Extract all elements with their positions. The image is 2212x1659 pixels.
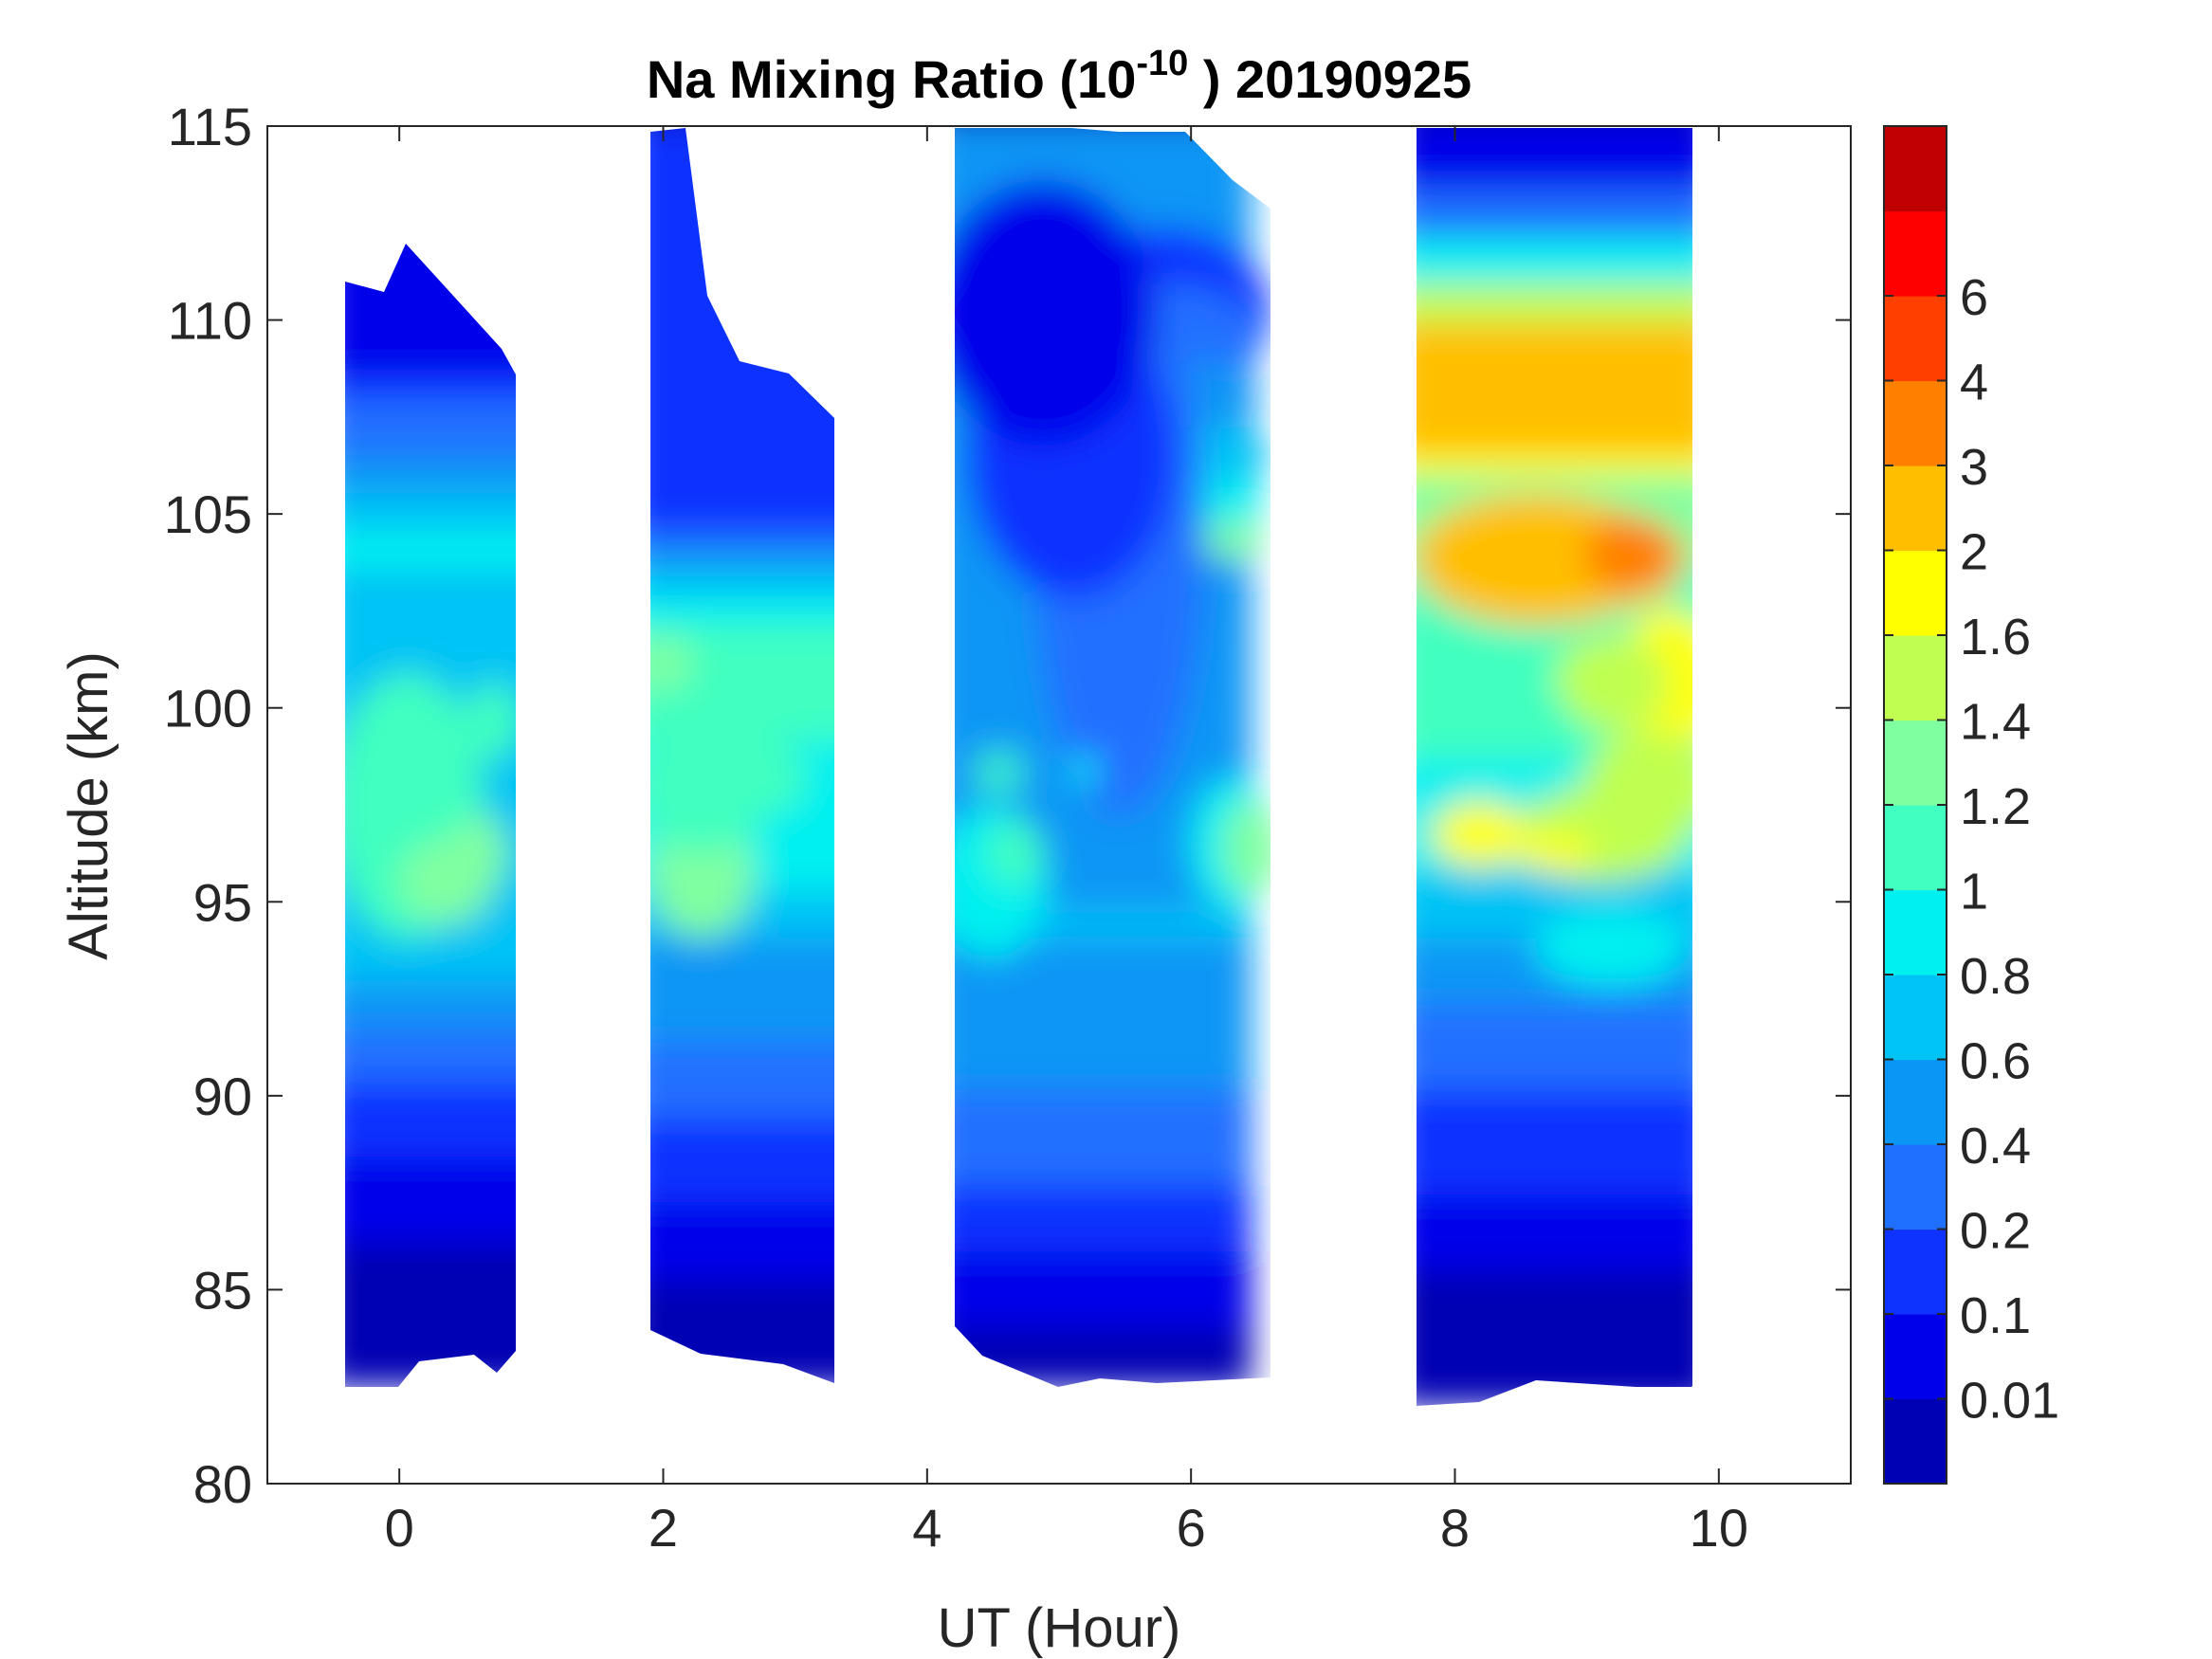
x-axis-label: UT (Hour): [938, 1597, 1181, 1659]
colorbar-tick-label: 0.1: [1960, 1287, 2031, 1344]
colorbar-tick-label: 2: [1960, 524, 1988, 581]
data-segment-1: [322, 0, 645, 1387]
colorbar-tick-label: 1.6: [1960, 609, 2031, 665]
colorbar-tick-label: 1.4: [1960, 694, 2031, 751]
colorbar-tick-label: 0.01: [1960, 1373, 2059, 1430]
contour-blob: [711, 739, 806, 815]
segment-field: [322, 0, 645, 1387]
contour-band: [345, 244, 516, 374]
x-tick-label: 4: [912, 1498, 941, 1558]
colorbar-swatch: [1884, 1144, 1947, 1231]
colorbar-swatch: [1884, 1314, 1947, 1400]
contour-blob: [650, 635, 692, 692]
colorbar-swatch: [1884, 126, 1947, 212]
x-tick-label: 2: [649, 1498, 678, 1558]
y-tick-label: 115: [168, 97, 252, 156]
contour-blob: [1555, 635, 1669, 730]
segment-field: [1417, 128, 1692, 1406]
colorbar-swatch: [1884, 889, 1947, 975]
x-tick-label: 8: [1440, 1498, 1470, 1558]
colorbar-swatch: [1884, 720, 1947, 806]
colorbar-swatch: [1884, 1059, 1947, 1145]
contour-blob: [1517, 834, 1593, 872]
colorbar-swatch: [1884, 550, 1947, 636]
contour-blob: [1223, 801, 1271, 896]
colorbar-tick-label: 0.8: [1960, 948, 2031, 1005]
contour-band: [1417, 128, 1692, 237]
y-tick-label: 90: [193, 1066, 252, 1126]
data-segment-4: [1417, 128, 1692, 1406]
x-tick-label: 6: [1177, 1498, 1206, 1558]
contour-blob: [955, 180, 1157, 446]
contour-blob: [986, 820, 1043, 886]
title-exponent: -10: [1136, 44, 1188, 83]
y-tick-label: 110: [168, 291, 252, 351]
contour-blob: [1583, 517, 1678, 592]
colorbar-swatch: [1884, 1229, 1947, 1315]
y-tick-label: 100: [164, 679, 252, 738]
colorbar-tick-label: 4: [1960, 355, 1988, 411]
colorbar-tick-label: 0.6: [1960, 1033, 2031, 1090]
colorbar-swatch: [1884, 380, 1947, 466]
segment-field: [650, 128, 834, 1383]
x-tick-label: 10: [1690, 1498, 1748, 1558]
title-suffix: ) 20190925: [1188, 49, 1472, 109]
colorbar-tick-label: 0.2: [1960, 1203, 2031, 1260]
colorbar-tick-label: 6: [1960, 269, 1988, 326]
axes: 0 2 4 6 8 10 80 85 90 95 100 105 110 115: [164, 97, 1852, 1558]
colorbar-tick-label: 3: [1960, 439, 1988, 496]
contour-blob: [1460, 683, 1574, 758]
contour-blob: [1072, 755, 1099, 785]
colorbar-tick-label: 0.4: [1960, 1118, 2031, 1175]
y-tick-label: 105: [164, 484, 252, 544]
colorbar-tick-label: 1: [1960, 864, 1988, 921]
colorbar-swatch: [1884, 210, 1947, 297]
plot-frame: [266, 125, 1852, 1485]
y-tick-label: 80: [193, 1454, 252, 1514]
contour-blob: [1432, 801, 1526, 867]
colorbar-swatch: [1884, 635, 1947, 721]
contour-field: [322, 0, 1692, 1406]
title-prefix: Na Mixing Ratio (10: [647, 49, 1137, 109]
colorbar-swatch: [1884, 296, 1947, 382]
contour-blob: [998, 749, 1021, 796]
colorbar-swatch: [1884, 465, 1947, 552]
contour-blob: [1536, 910, 1688, 986]
chart-title: Na Mixing Ratio (10-10 ) 20190925: [647, 44, 1472, 109]
contour-blob: [450, 815, 507, 891]
x-tick-label: 0: [385, 1498, 414, 1558]
colorbar-tick-label: 1.2: [1960, 778, 2031, 835]
y-axis-label: Altitude (km): [58, 651, 119, 960]
contour-blob: [465, 683, 516, 758]
contour-band: [322, 0, 645, 209]
colorbar-swatch: [1884, 1398, 1947, 1485]
segment-field: [955, 128, 1271, 1387]
contour-blob: [977, 749, 996, 796]
data-segment-2: [650, 128, 834, 1383]
data-segment-3: [955, 128, 1271, 1387]
colorbar-swatch: [1884, 975, 1947, 1061]
colorbar: 0.01 0.1 0.2 0.4 0.6 0.8 1 1.2 1.4 1.6 2 3 4 6: [1883, 125, 2059, 1485]
y-tick-label: 95: [193, 872, 252, 932]
contour-band: [1417, 128, 1692, 190]
y-tick-label: 85: [193, 1260, 252, 1320]
colorbar-swatch: [1884, 805, 1947, 891]
contour-blob: [1199, 521, 1266, 559]
